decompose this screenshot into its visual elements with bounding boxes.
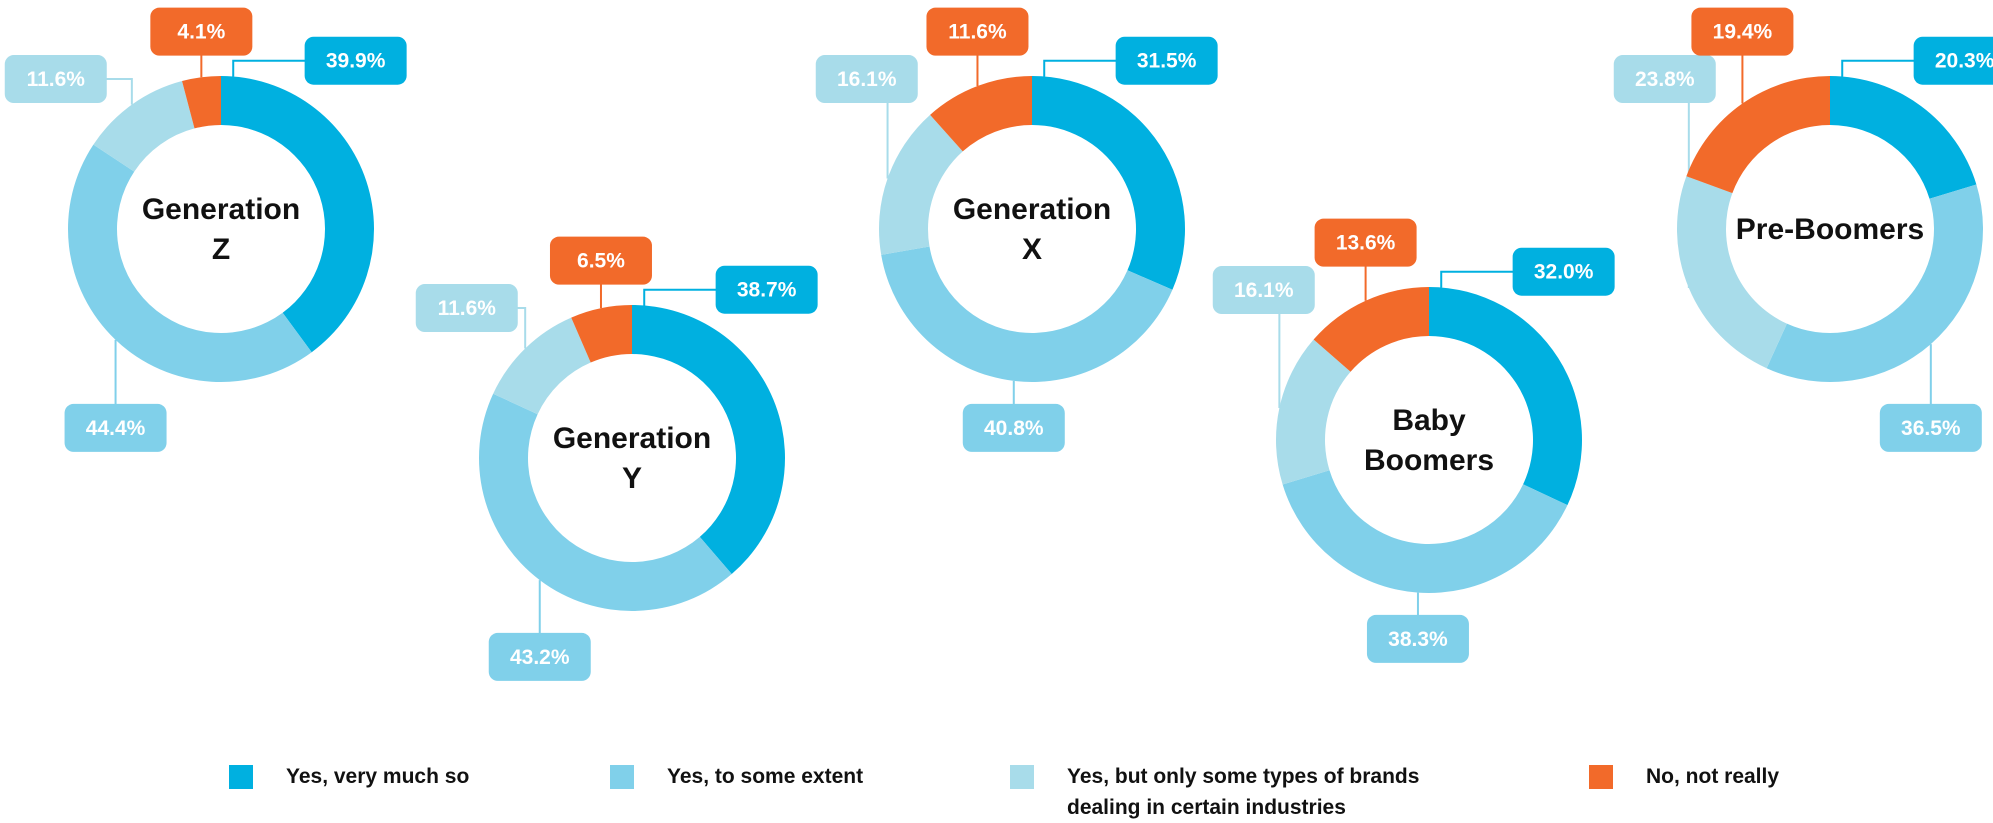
value-label: 13.6%	[1336, 232, 1396, 255]
value-label-box	[1613, 55, 1716, 104]
legend-item: Yes, very much so	[229, 764, 469, 792]
value-label-box	[962, 403, 1065, 452]
donut: 38.7% 43.2% 11.6% 6.5% Generation Y	[415, 236, 818, 681]
legend-item: Yes, to some extent	[610, 764, 863, 792]
value-label-box	[1879, 403, 1982, 452]
donut-segment	[1429, 287, 1583, 506]
donut-segment	[1677, 176, 1787, 369]
value-label: 40.8%	[984, 417, 1044, 440]
donut: 32.0% 38.3% 16.1% 13.6% Baby Boomers	[1212, 218, 1615, 663]
value-label-box	[4, 55, 107, 104]
donut-segment	[632, 305, 785, 575]
legend-swatch	[1010, 765, 1034, 789]
value-label-box	[304, 36, 407, 85]
chart-title: Generation	[142, 193, 300, 226]
value-label: 32.0%	[1534, 261, 1594, 284]
value-label: 19.4%	[1713, 21, 1773, 44]
legend-swatch	[229, 765, 253, 789]
value-label-box	[549, 236, 652, 285]
value-label-box	[64, 403, 167, 452]
value-label: 38.7%	[737, 279, 797, 302]
value-label-box	[926, 7, 1029, 56]
legend-swatch	[1589, 765, 1613, 789]
donut-segment	[571, 305, 632, 363]
donut: 20.3% 36.5% 23.8% 19.4% Pre-Boomers	[1613, 7, 1993, 452]
chart-title: Baby	[1392, 404, 1466, 437]
value-label-box	[1212, 266, 1315, 315]
value-label: 16.1%	[1234, 279, 1294, 302]
donut-segment	[1830, 76, 1977, 199]
legend-label: Yes, to some extent	[667, 765, 864, 788]
value-label: 11.6%	[948, 21, 1007, 44]
donut-segment	[1766, 184, 1983, 382]
legend-item: Yes, but only some types of brands deali…	[1010, 764, 1457, 823]
value-label: 11.6%	[27, 68, 86, 91]
donut-segment	[479, 393, 732, 611]
donut-segment	[493, 317, 591, 415]
donut-segment	[1032, 76, 1186, 290]
legend-label: Yes, very much so	[286, 765, 470, 788]
donut: 31.5% 40.8% 16.1% 11.6% Generation X	[815, 7, 1218, 452]
donut-segment	[1282, 470, 1568, 594]
value-label-box	[150, 7, 253, 56]
value-label-box	[1115, 36, 1218, 85]
value-label: 11.6%	[438, 297, 497, 320]
donut-segment	[1313, 287, 1429, 372]
value-label: 44.4%	[86, 417, 146, 440]
value-label: 31.5%	[1137, 50, 1197, 73]
value-label-box	[1913, 36, 1993, 85]
donut-segment	[930, 76, 1032, 152]
value-label-box	[1691, 7, 1794, 56]
chart-title: Pre-Boomers	[1736, 213, 1924, 246]
legend-item: No, not really	[1589, 764, 1779, 792]
legend-swatch	[610, 765, 634, 789]
value-label: 38.3%	[1388, 628, 1448, 651]
donut-segment	[1686, 76, 1830, 194]
donut-segment	[221, 76, 375, 353]
chart-title: Z	[212, 233, 230, 266]
value-label: 20.3%	[1935, 50, 1993, 73]
value-label-box	[715, 265, 818, 314]
donut-segment	[68, 144, 312, 382]
value-label-box	[415, 284, 518, 333]
value-label: 16.1%	[837, 68, 897, 91]
legend-label: No, not really	[1646, 765, 1780, 788]
donut-segment	[1276, 339, 1351, 485]
value-label: 4.1%	[177, 21, 225, 44]
value-label: 39.9%	[326, 50, 386, 73]
chart-title: Boomers	[1364, 444, 1494, 477]
donut-segment	[881, 246, 1173, 383]
donut-segment	[182, 76, 221, 129]
value-label-box	[1512, 247, 1615, 296]
value-label: 43.2%	[510, 646, 570, 669]
value-label: 36.5%	[1901, 417, 1961, 440]
value-label-box	[815, 55, 918, 104]
legend-label: Yes, but only some types of brands deali…	[1067, 765, 1420, 819]
value-label-box	[1366, 614, 1469, 663]
value-label: 6.5%	[577, 250, 625, 273]
chart-title: X	[1022, 233, 1042, 266]
chart-title: Generation	[953, 193, 1111, 226]
value-label-box	[1314, 218, 1417, 267]
value-label: 23.8%	[1635, 68, 1695, 91]
donut-segment	[879, 114, 963, 255]
chart-title: Y	[622, 462, 642, 495]
chart-title: Generation	[553, 422, 711, 455]
donut: 39.9% 44.4% 11.6% 4.1% Generation Z	[4, 7, 407, 452]
donut-segment	[93, 81, 195, 172]
value-label-box	[488, 632, 591, 681]
